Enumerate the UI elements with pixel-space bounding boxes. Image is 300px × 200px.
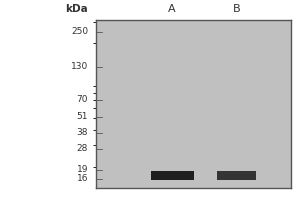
Text: 19: 19 <box>77 165 88 174</box>
Text: 250: 250 <box>71 27 88 36</box>
Text: 70: 70 <box>77 95 88 104</box>
Text: 130: 130 <box>71 62 88 71</box>
Text: A: A <box>168 4 176 14</box>
Text: 28: 28 <box>77 144 88 153</box>
Text: B: B <box>232 4 240 14</box>
Bar <box>151 171 194 180</box>
Text: 38: 38 <box>77 128 88 137</box>
Text: kDa: kDa <box>65 4 88 14</box>
Text: 16: 16 <box>77 174 88 183</box>
Text: 51: 51 <box>77 112 88 121</box>
Bar <box>217 171 256 180</box>
